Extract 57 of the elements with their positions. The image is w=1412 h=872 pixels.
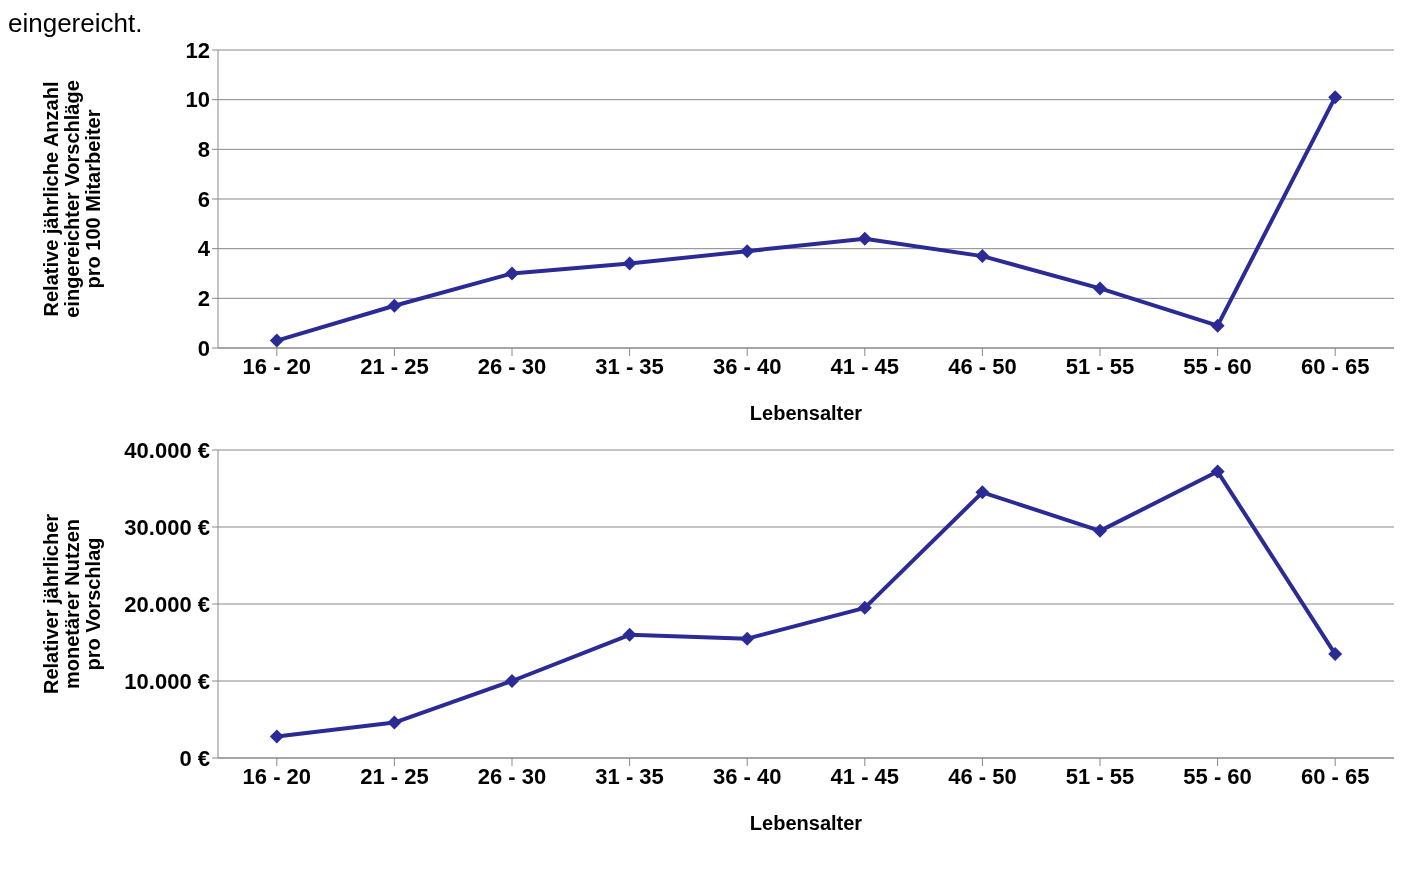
x-tick-label: 16 - 20 [242, 353, 312, 379]
y-axis-title: Relative jährliche Anzahl eingereichter Vorschläge pro 100 Mitarbeiter [40, 80, 104, 318]
x-tick-label: 46 - 50 [948, 763, 1017, 789]
point [975, 485, 990, 500]
x-tick-label: 46 - 50 [948, 353, 1017, 379]
y-tick-label: 2 [197, 286, 210, 312]
point [622, 627, 637, 642]
x-tick-label: 55 - 60 [1183, 353, 1252, 379]
y-tick-label: 40.000 € [124, 437, 210, 463]
x-tick-label: 60 - 65 [1300, 353, 1370, 379]
y-tick-label: 10 [185, 87, 210, 113]
x-axis-title: Lebensalter [749, 402, 863, 424]
x-tick-label: 55 - 60 [1183, 763, 1252, 789]
point [505, 266, 519, 281]
point [387, 298, 402, 313]
x-tick-label: 41 - 45 [830, 763, 900, 789]
point [1328, 647, 1343, 662]
y-tick-label: 4 [197, 236, 211, 262]
x-tick-label: 31 - 35 [595, 353, 664, 379]
y-tick-label: 30.000 € [124, 514, 210, 540]
point [622, 256, 637, 271]
point [975, 249, 990, 264]
x-axis-title: Lebensalter [749, 812, 863, 834]
x-tick-label: 16 - 20 [242, 763, 312, 789]
x-tick-label: 36 - 40 [712, 763, 782, 789]
point [857, 600, 872, 615]
y-tick-label: 8 [197, 137, 210, 163]
text: eingereicht. [8, 8, 144, 38]
point [269, 729, 284, 744]
point [1210, 318, 1225, 333]
y-tick-label: 0 € [179, 745, 210, 771]
point [269, 333, 284, 348]
x-tick-label: 31 - 35 [595, 763, 664, 789]
point [505, 674, 519, 688]
point [1093, 523, 1107, 538]
x-tick-label: 41 - 45 [830, 353, 900, 379]
point [1328, 90, 1343, 105]
x-tick-label: 51 - 55 [1065, 763, 1135, 789]
x-tick-label: 21 - 25 [360, 353, 429, 379]
point [740, 631, 755, 646]
x-tick-label: 26 - 30 [477, 763, 547, 789]
point [1210, 464, 1225, 479]
point [387, 715, 402, 730]
y-tick-label: 20.000 € [124, 591, 210, 617]
x-tick-label: 26 - 30 [477, 353, 547, 379]
y-tick-label: 6 [197, 186, 210, 212]
x-tick-label: 60 - 65 [1300, 763, 1370, 789]
y-axis-title: Relativer jährlicher monetärer Nutzen pro Vorschlag [40, 513, 104, 695]
point [857, 231, 872, 246]
y-tick-label: 10.000 € [124, 668, 210, 694]
y-tick-label: 12 [185, 37, 210, 63]
y-tick-label: 0 [197, 335, 210, 361]
point [1093, 281, 1107, 296]
point [740, 244, 755, 259]
x-tick-label: 51 - 55 [1065, 353, 1135, 379]
x-tick-label: 21 - 25 [360, 763, 429, 789]
x-tick-label: 36 - 40 [712, 353, 782, 379]
